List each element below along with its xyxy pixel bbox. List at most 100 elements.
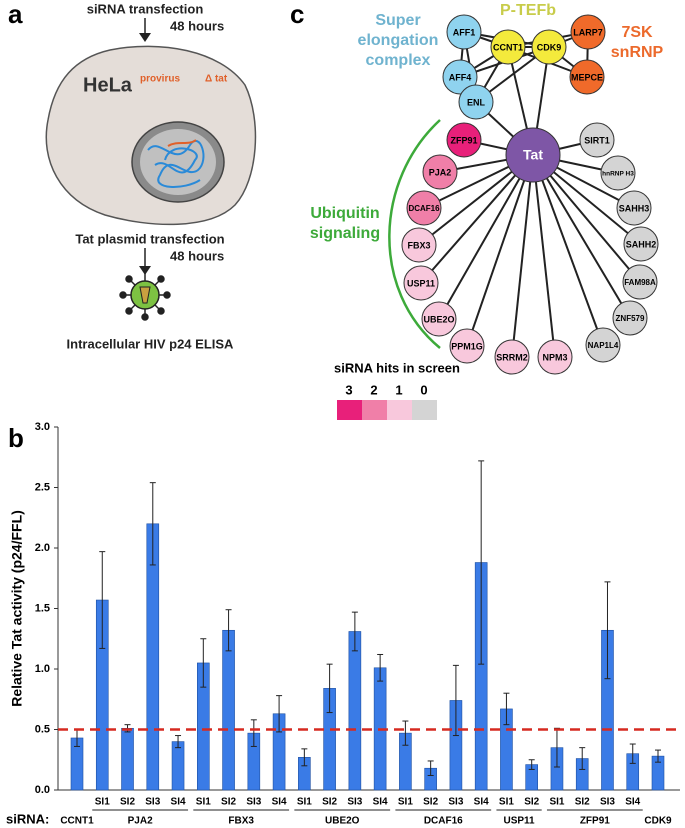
group-label: elongation (358, 32, 439, 49)
x-axis-label: siRNA: (6, 811, 49, 826)
error-bar (326, 663, 333, 714)
node-label: CDK9 (537, 42, 562, 52)
edge (438, 154, 534, 320)
y-tick-label: 2.0 (35, 542, 50, 554)
node (623, 226, 659, 262)
group-label: 7SK (621, 24, 653, 41)
node (490, 29, 526, 65)
y-tick-label: 3.0 (35, 421, 50, 433)
x-tick-label: SI2 (221, 797, 236, 808)
group-label: Ubiquitin (310, 205, 379, 222)
node-label: MEPCE (571, 72, 603, 82)
error-bar (402, 720, 409, 746)
step-text: Tat plasmid transfection (75, 231, 224, 246)
x-tick-label: SI1 (398, 797, 413, 808)
legend-title: siRNA hits in screen (334, 360, 460, 375)
node-label: SIRT1 (584, 135, 610, 145)
time-text: 48 hours (170, 248, 224, 263)
error-bar (452, 664, 459, 737)
node-label: AFF4 (449, 72, 472, 82)
error-bar (149, 482, 156, 566)
y-tick-label: 2.5 (35, 481, 50, 493)
node (600, 155, 636, 191)
bar (171, 741, 185, 791)
node (449, 328, 485, 364)
nucleus-inner (140, 129, 216, 195)
node-label: ENL (467, 97, 486, 107)
error-bar (276, 695, 283, 733)
legend-label: 2 (370, 382, 377, 397)
group-label: snRNP (611, 44, 664, 61)
center-node (505, 127, 561, 183)
x-tick-label: SI1 (297, 797, 312, 808)
x-tick-label: SI1 (95, 797, 110, 808)
x-tick-label: SI4 (373, 797, 388, 808)
x-tick-label: SI2 (322, 797, 337, 808)
node (446, 14, 482, 50)
x-tick-label: SI1 (549, 797, 564, 808)
bracket (388, 119, 441, 349)
virus (119, 273, 171, 321)
error-bar (250, 719, 257, 747)
error-bar (478, 460, 485, 665)
node-label: SAHH2 (626, 239, 657, 249)
bar (121, 727, 134, 791)
error-bar (579, 747, 586, 770)
group-label: FBX3 (228, 816, 254, 827)
x-tick-label: SI1 (196, 797, 211, 808)
node (494, 339, 530, 375)
error-bar (175, 735, 182, 749)
legend-label: 3 (345, 382, 352, 397)
group-label: DCAF16 (424, 816, 463, 827)
node-label: ZFP91 (450, 135, 477, 145)
panel-label: c (290, 0, 304, 29)
x-tick-label: SI4 (272, 797, 287, 808)
group-label: PJA2 (128, 816, 153, 827)
legend-label: 0 (420, 382, 427, 397)
x-tick-label: SI3 (347, 797, 362, 808)
node-label: UBE2O (423, 314, 454, 324)
node (537, 339, 573, 375)
y-tick-label: 1.0 (35, 663, 50, 675)
cell-note: provirus (140, 74, 180, 85)
error-bar (528, 759, 535, 770)
x-tick-label: SI3 (145, 797, 160, 808)
legend-swatch (412, 400, 437, 420)
edge (466, 154, 534, 347)
node (458, 84, 494, 120)
panel-label: a (8, 0, 23, 29)
node (616, 190, 652, 226)
node-label: FAM98A (624, 278, 656, 287)
readout-text: Intracellular HIV p24 ELISA (67, 336, 234, 351)
node (442, 59, 478, 95)
edge (420, 154, 534, 284)
error-bar (200, 638, 207, 688)
edge (532, 154, 631, 319)
group-label: CCNT1 (60, 816, 94, 827)
dna (147, 139, 205, 188)
bar (348, 631, 362, 791)
x-tick-label: SI4 (625, 797, 640, 808)
edge (532, 154, 604, 346)
panel-b: b 0.0 0.5 1.0 1.5 2.0 2.5 3.0 Relative Tat acti… (6, 421, 680, 827)
node-label: NAP1L4 (588, 341, 619, 350)
x-tick-label: SI2 (524, 797, 539, 808)
node-label: SRRM2 (496, 352, 528, 362)
cell-note: Δ tat (205, 74, 228, 85)
edge (511, 154, 534, 358)
group-label: UBE2O (325, 816, 360, 827)
error-bar (427, 760, 434, 776)
node-label: PPM1G (451, 341, 483, 351)
node-label: SAHH3 (619, 203, 650, 213)
node (569, 59, 605, 95)
panel-a: a siRNA transfection 48 hours HeLa provi… (8, 0, 257, 351)
y-tick-label: 1.5 (35, 602, 50, 614)
node (446, 122, 482, 158)
y-tick-label: 0.0 (35, 784, 50, 796)
x-tick-label: SI4 (171, 797, 186, 808)
node-label: FBX3 (407, 240, 430, 250)
node-label: CCNT1 (493, 42, 523, 52)
error-bar (377, 653, 384, 682)
step-text: siRNA transfection (87, 1, 204, 16)
